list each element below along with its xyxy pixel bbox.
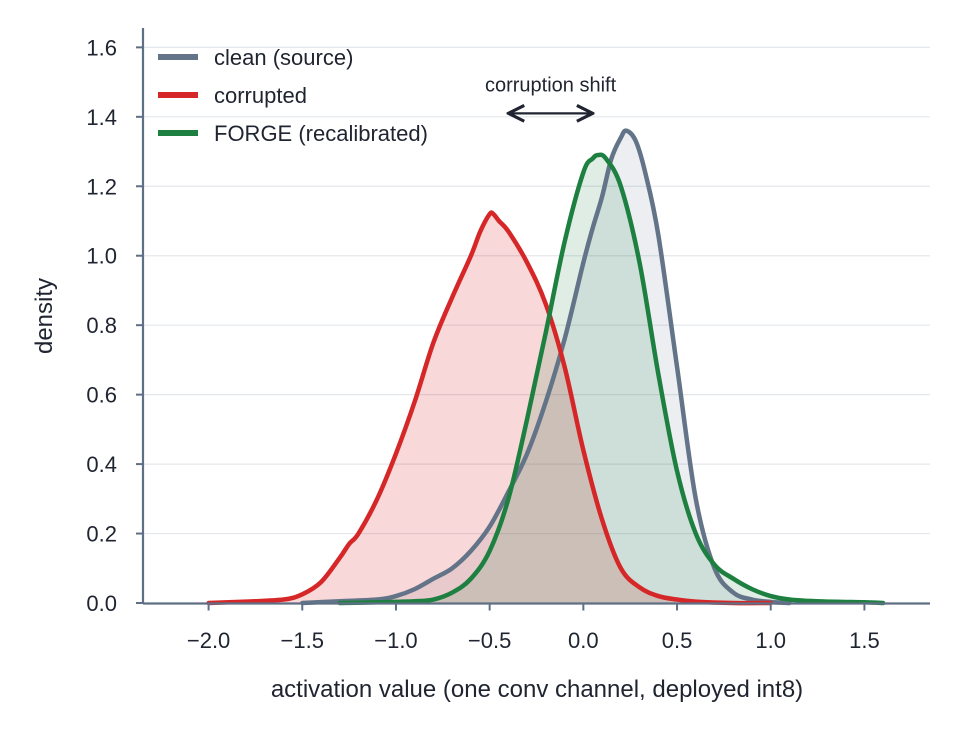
legend-label-corrupted: corrupted [214,83,307,108]
y-tick-label: 1.6 [86,35,117,60]
legend: clean (source) corrupted FORGE (recalibr… [158,45,428,146]
legend-label-forge: FORGE (recalibrated) [214,121,428,146]
y-tick-label: 0.4 [86,452,117,477]
legend-item-forge: FORGE (recalibrated) [158,121,428,146]
axes [136,28,930,611]
y-tick-label: 0.8 [86,313,117,338]
gridlines [144,46,930,535]
y-tick-label: 1.2 [86,174,117,199]
x-tick-label: −1.5 [281,628,324,653]
legend-label-clean: clean (source) [214,45,353,70]
line-corrupted [206,210,773,606]
y-tick-label: 0.2 [86,522,117,547]
line-clean-source [300,128,792,606]
y-tick-label: 1.0 [86,244,117,269]
area-forge-recalibrated [339,154,884,604]
x-tick-label: 0.5 [662,628,693,653]
density-lines [206,128,886,606]
x-tick-label: −0.5 [468,628,511,653]
legend-item-clean: clean (source) [158,45,353,70]
annotation-corruption-shift: corruption shift [485,75,617,114]
line-forge-recalibrated [337,152,886,606]
legend-item-corrupted: corrupted [158,83,307,108]
y-tick-label: 0.6 [86,383,117,408]
x-tick-label: −1.0 [374,628,417,653]
tick-labels: 0.0 0.2 0.4 0.6 0.8 1.0 1.2 1.4 1.6 −2.0 −1.5 −1.0 −… [86,35,879,653]
x-tick-label: −2.0 [187,628,230,653]
corruption-shift-label: corruption shift [485,75,617,97]
x-tick-label: 0.0 [568,628,599,653]
area-clean-source [302,130,790,604]
density-areas [208,130,884,604]
x-tick-label: 1.5 [849,628,880,653]
x-tick-label: 1.0 [755,628,786,653]
y-tick-label: 0.0 [86,591,117,616]
y-tick-label: 1.4 [86,105,117,130]
x-axis-label: activation value (one conv channel, depl… [271,676,803,703]
y-axis-label: density [31,278,58,354]
area-corrupted [208,212,771,604]
